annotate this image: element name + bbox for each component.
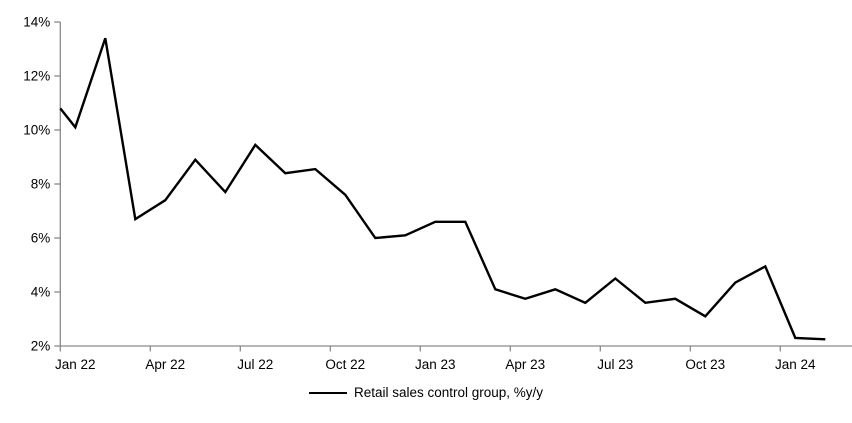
y-tick-label: 12% — [23, 69, 50, 84]
x-tick-label: Oct 22 — [325, 357, 365, 372]
legend-line-icon — [308, 391, 347, 394]
x-tick-label: Oct 23 — [685, 357, 725, 372]
x-tick-label: Jul 22 — [237, 357, 273, 372]
line-chart: 2% 4% 6% 8% 10% 12% 14% Jan 22 Apr 22 Jul 22 Oct 2… — [23, 15, 852, 372]
x-tick-label: Apr 23 — [505, 357, 545, 372]
y-tick-label: 6% — [31, 231, 51, 246]
y-tick-label: 4% — [31, 285, 51, 300]
x-tick-label: Apr 22 — [145, 357, 185, 372]
series-line — [59, 37, 826, 341]
x-tick-label: Jan 23 — [415, 357, 456, 372]
x-tick-label: Jan 22 — [55, 357, 96, 372]
y-tick-label: 10% — [23, 123, 50, 138]
x-tick-label: Jul 23 — [597, 357, 633, 372]
y-tick-label: 8% — [31, 177, 51, 192]
y-tick-label: 14% — [23, 15, 50, 30]
y-tick-label: 2% — [31, 339, 51, 354]
legend-label: Retail sales control group, %y/y — [353, 385, 544, 400]
chart-legend: Retail sales control group, %y/y — [0, 385, 852, 400]
x-tick-label: Jan 24 — [775, 357, 816, 372]
